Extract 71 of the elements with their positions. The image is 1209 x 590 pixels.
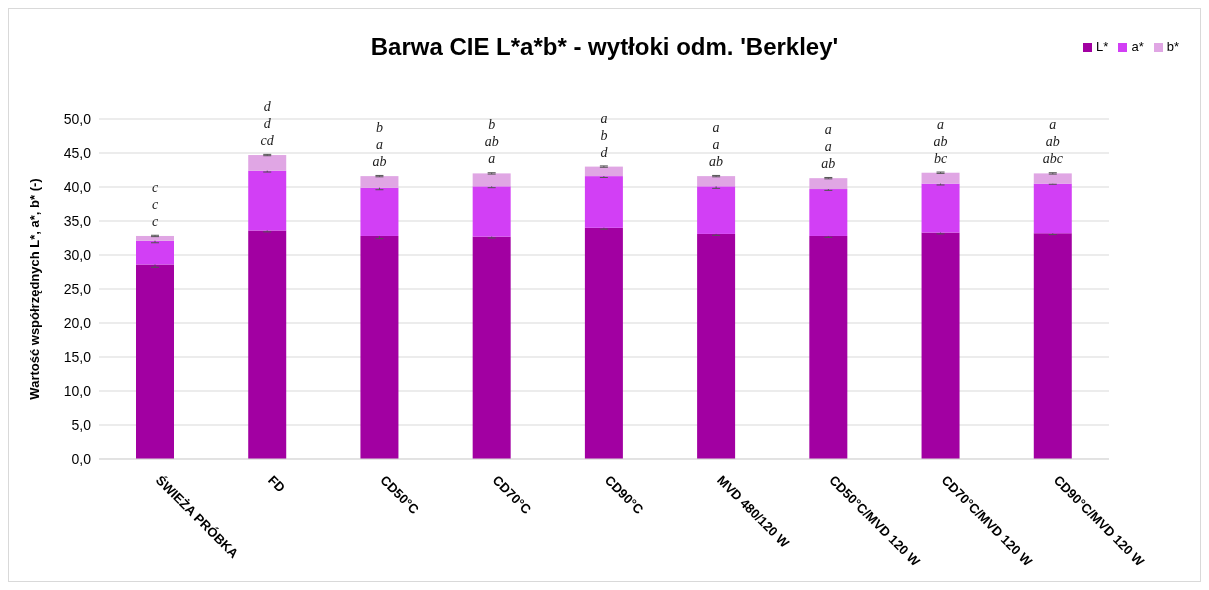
annotation: ab: [709, 154, 724, 170]
annotation: a: [488, 151, 496, 167]
bar: [248, 230, 287, 459]
bar: [472, 236, 511, 459]
bar: [809, 189, 848, 236]
annotation: a: [1049, 117, 1057, 133]
y-tick-label: 40,0: [63, 178, 92, 195]
bar: [697, 176, 736, 187]
annotation: b: [488, 117, 496, 133]
bar: [136, 264, 174, 459]
bar: [472, 186, 511, 237]
bar: [1033, 173, 1072, 184]
bar: [360, 176, 399, 188]
bar: [248, 170, 287, 231]
text: d: [263, 99, 272, 115]
annotation: ab: [933, 133, 948, 149]
bar: [1033, 183, 1072, 234]
bar: [921, 183, 960, 233]
bar: [584, 227, 623, 459]
bar: [136, 240, 174, 265]
y-tick-label: 5,0: [71, 416, 92, 433]
y-axis-title: Wartość współrzędnych L*, a*, b* (-): [26, 178, 42, 400]
annotation: d: [600, 144, 609, 160]
annotation: a: [712, 120, 720, 136]
y-tick-label: 50,0: [63, 110, 92, 127]
annotation: cd: [260, 133, 275, 149]
bar: [584, 166, 623, 177]
annotation: a: [712, 137, 720, 153]
bar: [921, 232, 960, 459]
bar: [360, 187, 399, 236]
bar: [136, 235, 174, 241]
bar: [921, 172, 960, 184]
bar: [809, 178, 848, 190]
y-tick-label: 35,0: [63, 212, 92, 229]
annotation: b: [375, 120, 383, 136]
annotation: a: [824, 139, 832, 155]
y-tick-label: 0,0: [71, 450, 92, 467]
bar: [697, 233, 736, 459]
y-tick-label: 10,0: [63, 382, 92, 399]
bar: [472, 173, 511, 187]
bar: [360, 235, 399, 459]
annotation: c: [151, 179, 159, 195]
y-tick-label: 45,0: [63, 144, 92, 161]
annotation: c: [151, 196, 159, 212]
chart-title: Barwa CIE L*a*b* - wytłoki odm. 'Berkley': [370, 33, 839, 60]
annotation: ab: [484, 134, 499, 150]
bar: [584, 176, 623, 228]
bar: [1033, 233, 1072, 459]
annotation: d: [263, 116, 272, 132]
annotation: bc: [933, 150, 948, 166]
annotation: ab: [821, 156, 836, 172]
legend-label: L*: [1096, 39, 1109, 54]
annotation: a: [937, 116, 945, 132]
annotation: ab: [372, 154, 387, 170]
annotation: ab: [1045, 134, 1060, 150]
y-tick-label: 30,0: [63, 246, 92, 263]
y-tick-label: 20,0: [63, 314, 92, 331]
annotation: a: [824, 122, 832, 138]
legend-label: a*: [1131, 39, 1144, 54]
bar: [248, 155, 287, 171]
legend-label: b*: [1166, 39, 1179, 54]
annotation: a: [375, 137, 383, 153]
y-tick-label: 15,0: [63, 348, 92, 365]
x-tick-label: FD: [265, 472, 289, 496]
bar: [809, 235, 848, 459]
annotation: b: [600, 127, 608, 143]
annotation: c: [151, 213, 159, 229]
y-tick-label: 25,0: [63, 280, 92, 297]
annotation: abc: [1042, 151, 1064, 167]
annotation: a: [600, 110, 608, 126]
bar: [697, 186, 736, 234]
